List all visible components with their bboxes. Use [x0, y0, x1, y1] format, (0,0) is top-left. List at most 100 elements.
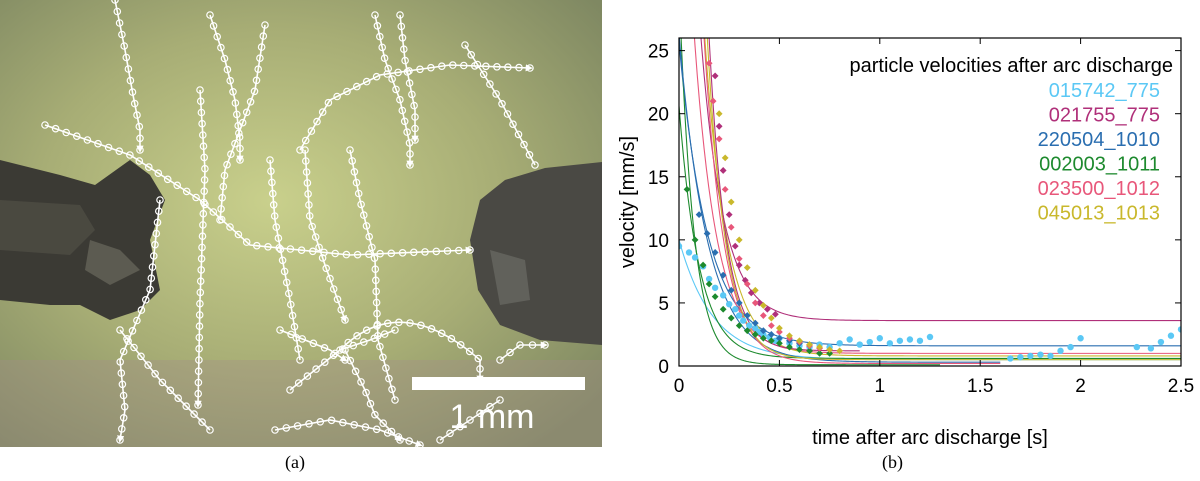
data-point: [743, 312, 751, 319]
data-point: [735, 322, 743, 330]
trajectory-marker: [432, 247, 441, 256]
trajectory-marker: [394, 68, 402, 77]
trajectory-marker: [200, 176, 209, 184]
data-point: [715, 110, 723, 118]
data-point: [771, 310, 779, 318]
trajectory-marker: [520, 140, 528, 149]
trajectory-marker: [327, 416, 336, 425]
trajectory-marker: [199, 209, 208, 218]
velocity-chart: 0 0.5 1 1.5 2 2.5 0 5 10 15 20 25 time after arc di…: [617, 37, 1194, 449]
trajectory-marker: [305, 212, 314, 220]
trajectory-marker: [118, 30, 126, 39]
data-point: [1177, 326, 1181, 333]
trajectory-marker: [286, 386, 294, 394]
trajectory-marker: [308, 247, 317, 256]
trajectory-marker: [339, 418, 347, 427]
trajectory-marker: [427, 324, 436, 333]
trajectory-marker: [427, 63, 435, 72]
trajectory-marker: [233, 110, 241, 119]
trajectory-marker: [158, 378, 167, 387]
trajectory-marker: [396, 95, 404, 104]
trajectory-markers: [41, 0, 549, 447]
trajectory-marker: [296, 146, 304, 154]
trajectory-marker: [119, 413, 128, 422]
trajectory-marker: [315, 243, 323, 252]
trajectory-marker: [146, 285, 154, 294]
trajectory-marker: [350, 168, 359, 176]
trajectory-marker: [152, 229, 161, 238]
trajectory-marker: [62, 128, 70, 137]
fit-curve: [680, 38, 941, 366]
left-electrode: [0, 160, 165, 320]
data-point: [926, 333, 934, 341]
data-point: [816, 349, 823, 357]
data-point: [726, 300, 733, 308]
trajectory-marker: [198, 243, 206, 252]
trajectory-marker: [388, 75, 396, 83]
trajectory-marker: [368, 243, 376, 252]
trajectory-marker: [525, 151, 534, 159]
trajectory-marker: [307, 127, 316, 135]
trajectory-marker: [379, 419, 388, 428]
trajectory-marker: [166, 386, 175, 395]
trajectory-marker: [282, 424, 291, 432]
trajectory-marker: [174, 394, 183, 403]
data-point: [806, 341, 813, 348]
y-tick-label: 15: [648, 168, 669, 189]
data-point: [705, 280, 713, 288]
trajectory-marker: [349, 341, 358, 350]
trajectory-marker: [195, 344, 203, 353]
trajectory-marker: [223, 160, 231, 169]
trajectory-marker: [147, 274, 156, 283]
trajectory-marker: [280, 267, 289, 276]
trajectory-marker: [396, 436, 404, 444]
data-point: [763, 305, 771, 313]
data-point: [751, 319, 759, 327]
data-point: [740, 317, 747, 324]
trajectory-marker: [482, 62, 490, 71]
data-point: [699, 261, 707, 269]
trajectory-marker: [312, 365, 320, 373]
trajectory-marker: [337, 305, 346, 314]
data-point: [806, 347, 813, 355]
trajectory-marker: [366, 399, 375, 408]
trajectory-marker: [486, 402, 494, 411]
trajectory-marker: [357, 200, 365, 209]
data-point: [796, 346, 803, 353]
trajectory-marker: [217, 205, 225, 213]
trajectory-marker: [226, 76, 235, 85]
data-point: [705, 59, 713, 67]
trajectory-marker: [541, 341, 549, 349]
legend-entry: 023500_1012: [1038, 178, 1160, 200]
trajectory-marker: [294, 379, 303, 387]
trajectory-marker: [496, 396, 504, 404]
x-tick-label: 1.5: [967, 376, 993, 397]
trajectory-marker: [234, 230, 243, 239]
data-point: [711, 72, 719, 80]
data-point: [776, 334, 783, 342]
trajectory-marker: [405, 67, 413, 75]
data-point: [751, 299, 759, 307]
trajectory-marker: [197, 254, 206, 263]
trajectory-marker: [118, 425, 126, 433]
trajectory-marker: [206, 426, 214, 434]
trajectory-marker: [398, 33, 407, 42]
trajectory-marker: [403, 128, 411, 136]
trajectory-marker: [320, 343, 329, 352]
trajectory-marker: [346, 356, 355, 365]
fit-curve: [679, 38, 1001, 363]
trajectory-marker: [126, 76, 135, 85]
trajectory-marker: [242, 108, 251, 117]
fit-curve: [693, 38, 1181, 354]
data-point: [727, 198, 735, 206]
legend-entry: 021755_775: [1049, 105, 1160, 127]
trajectory-marker: [318, 108, 327, 116]
plot-frame: [678, 37, 1182, 367]
trajectory-marker: [135, 157, 144, 165]
trajectory-marker: [126, 151, 134, 159]
trajectory-marker: [375, 32, 384, 41]
data-point: [705, 275, 713, 283]
trajectory-marker: [220, 54, 229, 63]
trajectory-marker: [272, 223, 281, 231]
trajectory-marker: [399, 45, 408, 54]
